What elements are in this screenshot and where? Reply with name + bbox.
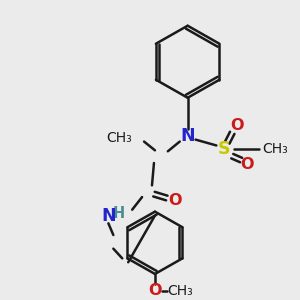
Text: O: O <box>148 283 162 298</box>
Text: CH₃: CH₃ <box>262 142 288 156</box>
Text: O: O <box>230 118 244 134</box>
Text: S: S <box>218 140 231 158</box>
Text: CH₃: CH₃ <box>167 284 193 298</box>
Text: O: O <box>240 158 254 172</box>
Text: H: H <box>112 206 124 221</box>
Text: N: N <box>101 206 116 224</box>
Text: N: N <box>180 127 195 145</box>
Text: CH₃: CH₃ <box>106 131 132 145</box>
Text: O: O <box>168 194 182 208</box>
